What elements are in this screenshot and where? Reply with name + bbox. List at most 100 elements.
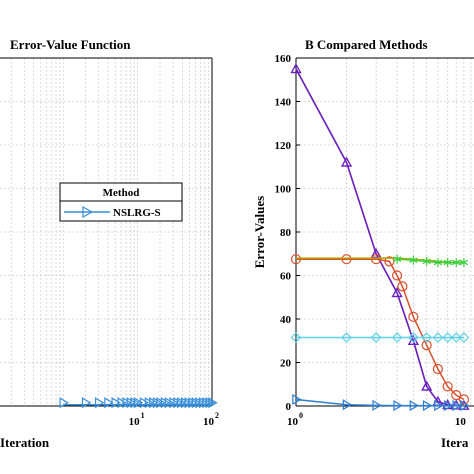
data-point-series-2 — [442, 381, 453, 392]
data-point-series-1 — [391, 287, 403, 298]
data-point-series-2 — [458, 394, 470, 405]
data-point-nslrg-s — [208, 397, 218, 409]
right-x-tick-exponent: 0 — [299, 411, 303, 420]
data-point-series-4-stroke — [443, 259, 452, 266]
data-point-series-2 — [341, 254, 352, 265]
data-point-series-2 — [371, 254, 382, 265]
right-y-tick-label: 20 — [280, 358, 292, 370]
data-point-nslrg-s — [94, 397, 105, 409]
data-point-series-6 — [422, 400, 433, 412]
data-point-series-1 — [421, 380, 433, 391]
data-point-nslrg-s — [156, 397, 166, 409]
right-y-tick-label: 0 — [286, 401, 292, 413]
series-line-2 — [296, 258, 465, 401]
data-point-series-6 — [443, 400, 454, 412]
data-point-series-2 — [408, 311, 419, 322]
data-point-series-1 — [341, 156, 353, 167]
data-point-series-6 — [292, 393, 302, 406]
data-point-nslrg-s — [111, 397, 121, 409]
data-point-series-4-stroke — [392, 256, 402, 262]
data-point-nslrg-s — [117, 397, 127, 409]
data-point-series-4 — [422, 256, 431, 266]
right-y-tick-label: 100 — [275, 184, 292, 196]
data-point-series-6 — [434, 400, 444, 412]
right-x-tick-label: 10 — [287, 416, 299, 428]
data-point-series-5 — [370, 332, 382, 343]
data-point-series-4-stroke — [422, 258, 431, 265]
data-point-nslrg-s — [81, 397, 92, 409]
data-point-nslrg-s — [139, 397, 150, 409]
data-point-series-4 — [443, 257, 452, 267]
data-point-nslrg-s — [164, 397, 175, 409]
data-point-series-5 — [442, 332, 453, 343]
data-point-series-1 — [290, 63, 302, 74]
left-x-tick-label: 10 — [129, 416, 141, 428]
data-point-series-2 — [290, 254, 302, 265]
data-point-series-6 — [409, 400, 420, 412]
right-y-tick-label: 120 — [275, 140, 292, 152]
right-chart: B Compared Methods 020406080100120140160… — [252, 37, 474, 450]
right-y-axis-label: Error-Values — [252, 196, 267, 268]
data-point-series-5 — [450, 332, 462, 343]
data-point-series-2 — [397, 281, 408, 292]
left-grid — [0, 57, 212, 407]
data-point-series-4 — [459, 257, 469, 267]
data-point-series-6 — [393, 400, 403, 412]
right-grid — [295, 57, 474, 407]
right-series — [290, 63, 470, 412]
right-y-ticks: 0 20 40 60 80 100 120 140 160 — [275, 53, 300, 413]
left-chart-title: Error-Value Function — [10, 37, 131, 52]
data-point-series-5 — [290, 332, 302, 343]
right-x-axis-label: Itera — [441, 435, 469, 450]
legend-box — [59, 182, 183, 222]
data-point-series-6 — [372, 399, 382, 411]
left-x-tick-exponent: 1 — [141, 411, 145, 420]
left-legend[interactable]: Method NSLRG-S — [59, 182, 183, 222]
right-y-tick-label: 140 — [275, 97, 292, 109]
data-point-series-2 — [432, 363, 444, 375]
data-point-nslrg-s — [205, 397, 215, 409]
data-point-series-5 — [432, 332, 444, 343]
right-chart-title: B Compared Methods — [305, 37, 428, 52]
data-point-series-5 — [458, 332, 470, 343]
legend-marker-nslrg-s — [82, 205, 94, 219]
legend-entry-nslrg-s: NSLRG-S — [113, 207, 161, 219]
series-line-0 — [295, 68, 464, 407]
data-point-nslrg-s — [104, 397, 114, 409]
data-point-nslrg-s — [133, 397, 144, 409]
data-point-nslrg-s — [59, 397, 69, 409]
data-point-series-2 — [451, 390, 462, 401]
left-x-tick-label: 10 — [203, 416, 215, 428]
data-point-series-4-stroke — [459, 259, 469, 266]
data-point-series-6 — [342, 399, 353, 411]
right-y-tick-label: 160 — [275, 53, 292, 65]
data-point-series-5 — [408, 332, 419, 343]
data-point-series-4 — [409, 255, 418, 265]
data-point-series-4-stroke — [409, 257, 418, 264]
data-point-series-4-stroke — [452, 259, 461, 266]
data-point-series-6 — [452, 400, 462, 412]
left-x-axis-label: Iteration — [0, 435, 50, 450]
data-point-series-5 — [421, 332, 433, 343]
data-point-series-4-stroke — [433, 259, 443, 266]
data-point-series-2 — [392, 270, 403, 281]
data-point-series-4 — [452, 257, 461, 267]
right-y-tick-label: 80 — [280, 227, 292, 239]
data-point-series-4 — [392, 254, 402, 264]
data-point-series-2 — [421, 340, 432, 351]
left-x-tick-exponent: 2 — [215, 411, 219, 420]
right-y-tick-label: 40 — [280, 314, 292, 326]
legend-title: Method — [103, 187, 140, 199]
right-y-tick-label: 60 — [280, 271, 292, 283]
data-point-series-6 — [460, 400, 470, 412]
series-line-1 — [295, 68, 464, 407]
right-x-tick-label: 10 — [455, 416, 467, 428]
left-series — [59, 397, 218, 409]
data-point-series-5 — [391, 332, 403, 343]
data-point-series-4 — [433, 257, 443, 267]
data-point-series-5 — [341, 332, 352, 343]
